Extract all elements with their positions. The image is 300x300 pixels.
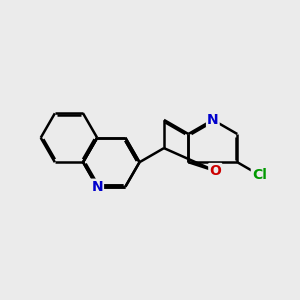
Text: N: N [92, 180, 103, 194]
Text: N: N [207, 113, 219, 127]
Text: Cl: Cl [252, 168, 267, 182]
Text: O: O [209, 164, 221, 178]
